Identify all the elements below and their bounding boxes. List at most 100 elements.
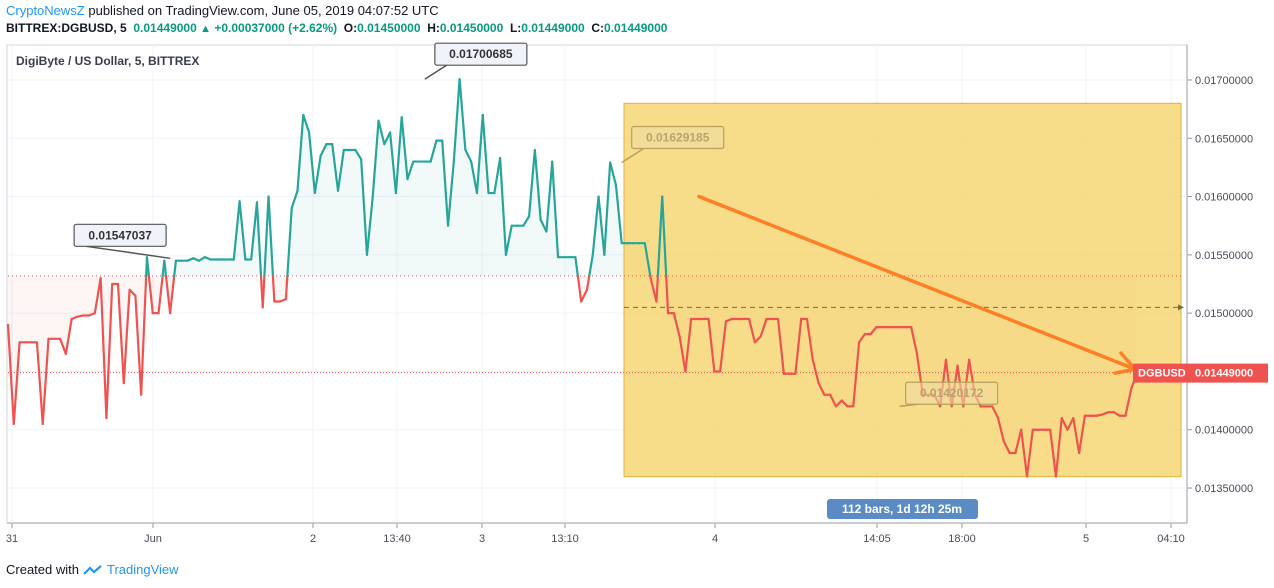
- price-line-segment: [852, 341, 861, 408]
- tradingview-logo-icon: [83, 564, 102, 575]
- area-fill-segment: [175, 260, 182, 276]
- price-line-segment: [597, 195, 606, 256]
- price-line-segment: [840, 399, 849, 408]
- price-tick-label: 0.01350000: [1195, 483, 1253, 495]
- callout-text: 0.01547037: [88, 228, 152, 242]
- area-fill-segment: [384, 132, 391, 276]
- price-line-segment: [389, 131, 398, 195]
- chart-title: DigiByte / US Dollar, 5, BITTREX: [16, 54, 199, 68]
- price-line-segment: [649, 277, 658, 303]
- price-line-segment: [286, 207, 293, 277]
- price-line-segment: [817, 381, 826, 396]
- area-fill-segment: [332, 144, 339, 276]
- price-line-segment: [169, 274, 176, 315]
- callout-text: 0.01629185: [646, 131, 710, 145]
- date-range-box[interactable]: [623, 102, 1182, 478]
- area-fill-segment: [274, 275, 281, 302]
- price-line-segment: [12, 341, 21, 426]
- time-tick-label: 14:05: [863, 533, 891, 545]
- area-fill-segment: [355, 149, 362, 276]
- price-line-segment: [1112, 411, 1121, 417]
- tradingview-link[interactable]: TradingView: [106, 562, 179, 577]
- price-line-segment: [533, 148, 542, 221]
- price-line-segment: [394, 116, 403, 195]
- price-line-segment: [360, 158, 369, 256]
- price-line-segment: [35, 341, 44, 426]
- price-line-segment: [665, 274, 670, 315]
- area-fill-segment: [517, 225, 524, 276]
- price-line-segment: [753, 335, 762, 344]
- open-label: O:: [343, 21, 358, 35]
- area-fill-segment: [419, 161, 425, 276]
- price-line-segment: [493, 156, 502, 195]
- price-line-segment: [429, 139, 438, 163]
- created-with-text: Created with: [6, 562, 79, 577]
- area-fill-segment: [36, 275, 43, 424]
- badge-symbol: DGBUSD: [1138, 368, 1186, 380]
- area-fill-segment: [320, 144, 327, 276]
- price-line-segment: [290, 189, 299, 210]
- time-tick-label: 5: [1083, 533, 1089, 545]
- price-line-segment: [1078, 414, 1086, 455]
- price-line-segment: [504, 224, 513, 256]
- price-line-segment: [585, 274, 591, 291]
- price-line-segment: [157, 274, 164, 315]
- area-fill-segment: [187, 258, 194, 276]
- price-tick-label: 0.01650000: [1195, 133, 1253, 145]
- time-tick-label: 4: [712, 533, 718, 545]
- price-line-segment: [591, 195, 600, 256]
- area-fill-segment: [401, 117, 408, 276]
- area-fill-segment: [448, 161, 454, 276]
- area-fill-segment: [563, 257, 570, 276]
- price-line-segment: [910, 326, 919, 356]
- area-fill-segment: [60, 275, 66, 354]
- price-tick-label: 0.01600000: [1195, 192, 1253, 204]
- price-line-segment: [365, 195, 374, 256]
- price-line-segment: [588, 253, 594, 277]
- callout-pointer: [86, 245, 171, 260]
- price-line-segment: [794, 317, 803, 375]
- area-fill-segment: [303, 114, 310, 276]
- price-line-segment: [811, 358, 820, 385]
- area-fill-segment: [534, 149, 541, 276]
- publish-info: CryptoNewsZ published on TradingView.com…: [6, 3, 439, 18]
- price-line-segment: [707, 317, 716, 373]
- publisher-link[interactable]: CryptoNewsZ: [6, 3, 85, 18]
- area-fill-segment: [326, 144, 333, 276]
- symbol: BITTREX:DGBUSD, 5: [6, 21, 127, 35]
- area-fill-segment: [216, 259, 223, 276]
- area-fill-segment: [204, 257, 211, 276]
- price-line-segment: [1060, 416, 1069, 431]
- price-line-segment: [307, 131, 316, 195]
- area-fill-segment: [488, 193, 495, 276]
- price-line-segment: [163, 259, 168, 277]
- time-tick-label: 13:40: [383, 533, 411, 545]
- price-tick-label: 0.01700000: [1195, 75, 1253, 87]
- area-fill-segment: [511, 225, 518, 276]
- average-level-arrow-icon: [1178, 304, 1184, 311]
- price-line-segment: [134, 294, 143, 396]
- price-line-segment: [857, 333, 866, 344]
- price-line-segment: [499, 156, 508, 256]
- area-fill-segment: [430, 140, 437, 276]
- area-fill-segment: [291, 190, 298, 276]
- price-line-segment: [829, 393, 838, 408]
- time-tick-label: 2: [310, 533, 316, 545]
- price-line-segment: [776, 317, 785, 375]
- price-line-segment: [661, 195, 668, 277]
- area-fill-segment: [31, 275, 37, 343]
- trend-arrow-shaft: [697, 194, 1137, 371]
- area-fill-segment: [349, 149, 356, 276]
- price-line-segment: [284, 274, 289, 301]
- price-line-segment: [643, 242, 652, 277]
- price-line-segment: [551, 160, 560, 259]
- time-tick-label: 3: [479, 533, 485, 545]
- area-fill-segment: [436, 140, 443, 276]
- price-line-segment: [93, 277, 102, 315]
- area-fill-segment: [407, 161, 414, 276]
- price-line-segment: [1072, 416, 1081, 455]
- low-label: L:: [509, 21, 522, 35]
- area-fill-segment: [181, 260, 188, 276]
- price-line-segment: [452, 78, 461, 163]
